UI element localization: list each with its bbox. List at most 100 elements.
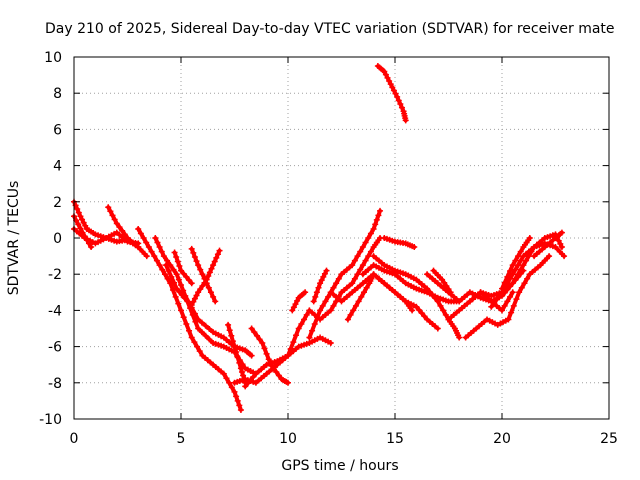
series-trace-18 bbox=[310, 267, 330, 305]
y-tick-labels: -10 -8 -6 -4 -2 0 2 4 6 8 10 bbox=[39, 50, 62, 428]
data-point bbox=[176, 288, 183, 295]
data-point bbox=[158, 248, 165, 255]
data-point bbox=[194, 343, 201, 350]
data-point bbox=[85, 240, 92, 247]
data-point bbox=[517, 257, 524, 264]
data-point bbox=[180, 270, 187, 277]
data-point bbox=[355, 298, 362, 305]
data-point bbox=[242, 383, 249, 390]
data-point bbox=[447, 289, 454, 296]
data-point bbox=[275, 372, 282, 379]
data-point bbox=[196, 348, 203, 355]
data-point bbox=[398, 104, 405, 111]
data-point bbox=[173, 254, 180, 261]
data-point bbox=[137, 230, 144, 237]
data-point bbox=[186, 277, 193, 284]
data-point bbox=[386, 77, 393, 84]
data-point bbox=[327, 289, 334, 296]
data-point bbox=[384, 74, 391, 81]
data-point bbox=[441, 279, 448, 286]
data-point bbox=[197, 266, 204, 273]
data-point bbox=[109, 212, 116, 219]
data-point bbox=[443, 282, 450, 289]
data-point bbox=[205, 273, 212, 280]
data-point bbox=[205, 284, 212, 291]
data-point bbox=[170, 266, 177, 273]
data-point bbox=[216, 247, 223, 254]
data-point bbox=[558, 244, 565, 251]
data-point bbox=[148, 248, 155, 255]
data-point bbox=[247, 377, 254, 384]
data-point bbox=[375, 212, 382, 219]
data-point bbox=[421, 313, 428, 320]
data-point bbox=[445, 286, 452, 293]
data-point bbox=[402, 117, 409, 124]
data-point bbox=[381, 68, 388, 75]
data-point bbox=[80, 219, 87, 226]
data-point bbox=[251, 329, 258, 336]
data-point bbox=[83, 236, 90, 243]
data-point bbox=[298, 320, 305, 327]
data-point bbox=[273, 368, 280, 375]
data-point bbox=[496, 292, 503, 299]
data-point bbox=[191, 339, 198, 346]
data-point bbox=[207, 289, 214, 296]
data-point bbox=[210, 293, 217, 300]
x-tick-label: 5 bbox=[177, 431, 186, 447]
data-point bbox=[318, 277, 325, 284]
data-point bbox=[372, 221, 379, 228]
y-tick-label: 2 bbox=[53, 195, 62, 211]
data-point bbox=[175, 276, 182, 283]
data-point bbox=[521, 280, 528, 287]
y-tick-label: 6 bbox=[53, 122, 62, 138]
data-point bbox=[309, 327, 316, 334]
data-point bbox=[265, 356, 272, 363]
data-point bbox=[367, 230, 374, 237]
data-point bbox=[504, 298, 511, 305]
data-point bbox=[437, 302, 444, 309]
data-point bbox=[259, 339, 266, 346]
data-point bbox=[301, 316, 308, 323]
data-point bbox=[347, 311, 354, 318]
data-point bbox=[263, 350, 270, 357]
data-point bbox=[290, 339, 297, 346]
x-tick-label: 0 bbox=[70, 431, 79, 447]
data-point bbox=[231, 343, 238, 350]
data-point bbox=[528, 248, 535, 255]
data-point bbox=[313, 289, 320, 296]
data-point bbox=[429, 292, 436, 299]
data-point bbox=[156, 262, 163, 269]
data-point bbox=[178, 267, 184, 274]
data-point bbox=[285, 379, 291, 386]
data-point bbox=[319, 302, 326, 309]
data-point bbox=[237, 406, 244, 413]
data-point bbox=[359, 262, 366, 269]
data-point bbox=[179, 292, 186, 299]
data-point bbox=[75, 221, 82, 228]
data-point bbox=[362, 239, 369, 246]
data-point bbox=[285, 352, 291, 359]
series-trace-31 bbox=[499, 235, 533, 292]
data-point bbox=[358, 293, 365, 300]
data-point bbox=[315, 284, 322, 291]
data-point bbox=[175, 300, 182, 307]
data-point bbox=[524, 275, 531, 282]
data-point bbox=[253, 332, 260, 339]
data-point bbox=[143, 253, 150, 260]
data-point bbox=[151, 253, 158, 260]
data-point bbox=[363, 284, 370, 291]
data-point bbox=[362, 257, 369, 264]
data-point bbox=[507, 293, 514, 300]
series-layer bbox=[71, 63, 568, 413]
data-point bbox=[197, 286, 204, 293]
data-point bbox=[397, 101, 404, 108]
data-point bbox=[195, 325, 202, 332]
data-point bbox=[387, 81, 394, 88]
series-trace-6 bbox=[152, 235, 255, 359]
series-trace-24 bbox=[374, 63, 409, 124]
data-point bbox=[526, 235, 533, 241]
data-point bbox=[330, 284, 337, 291]
data-point bbox=[317, 307, 324, 314]
data-point bbox=[325, 293, 332, 300]
data-point bbox=[193, 258, 200, 265]
